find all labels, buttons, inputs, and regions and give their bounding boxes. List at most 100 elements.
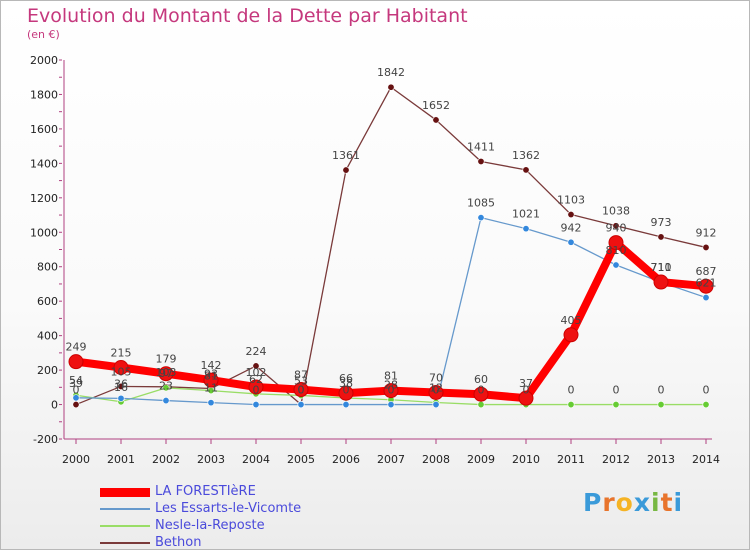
data-label: 0 bbox=[478, 384, 485, 397]
x-tick-label: 2005 bbox=[287, 453, 315, 466]
data-label: 105 bbox=[111, 365, 132, 378]
data-point bbox=[432, 401, 440, 409]
data-point bbox=[612, 261, 620, 269]
data-point bbox=[567, 211, 575, 219]
data-point bbox=[432, 116, 440, 124]
data-point bbox=[567, 238, 575, 246]
chart-subtitle: (en €) bbox=[27, 28, 60, 41]
y-tick-label: 1400 bbox=[30, 157, 58, 170]
data-label: 38 bbox=[339, 377, 353, 390]
data-point bbox=[117, 394, 125, 402]
data-point bbox=[698, 278, 714, 294]
data-label: 810 bbox=[606, 244, 627, 257]
legend-swatch bbox=[100, 507, 150, 510]
data-label: 93 bbox=[204, 368, 218, 381]
data-point bbox=[477, 157, 485, 165]
data-point bbox=[113, 360, 129, 376]
data-label: 711 bbox=[651, 261, 672, 274]
legend-label: LA FORESTIèRE bbox=[155, 484, 256, 499]
data-label: 60 bbox=[474, 373, 488, 386]
chart-title: Evolution du Montant de la Dette par Hab… bbox=[27, 5, 468, 27]
data-point bbox=[72, 401, 80, 409]
data-label: 54 bbox=[69, 374, 83, 387]
x-tick-label: 2013 bbox=[647, 453, 675, 466]
y-tick-label: 600 bbox=[37, 295, 58, 308]
data-point bbox=[477, 401, 485, 409]
legend-label: Nesle-la-Reposte bbox=[155, 518, 265, 533]
data-label: 0 bbox=[388, 384, 395, 397]
data-label: 215 bbox=[111, 347, 132, 360]
data-point bbox=[387, 83, 395, 91]
logo-letter: i bbox=[651, 488, 661, 517]
data-point bbox=[477, 214, 485, 222]
data-point bbox=[612, 401, 620, 409]
data-label: 23 bbox=[159, 380, 173, 393]
y-tick-label: 2000 bbox=[30, 54, 58, 67]
data-label: 62 bbox=[249, 373, 263, 386]
logo-letter: o bbox=[615, 488, 634, 517]
x-tick-label: 2014 bbox=[692, 453, 720, 466]
data-label: 0 bbox=[73, 384, 80, 397]
x-tick-label: 2003 bbox=[197, 453, 225, 466]
legend-label: Bethon bbox=[155, 535, 202, 550]
data-label: 70 bbox=[429, 371, 443, 384]
data-label: 1362 bbox=[512, 149, 540, 162]
data-label: 142 bbox=[201, 359, 222, 372]
data-label: 942 bbox=[561, 221, 582, 234]
data-point bbox=[608, 235, 624, 251]
data-label: 687 bbox=[696, 265, 717, 278]
x-tick-label: 2008 bbox=[422, 453, 450, 466]
data-label: 621 bbox=[696, 277, 717, 290]
x-tick-label: 2007 bbox=[377, 453, 405, 466]
logo-letter: t bbox=[660, 488, 674, 517]
x-tick-label: 2001 bbox=[107, 453, 135, 466]
x-tick-label: 2002 bbox=[152, 453, 180, 466]
legend-swatch bbox=[100, 524, 150, 527]
logo-letter: i bbox=[673, 488, 684, 517]
data-label: 0 bbox=[253, 384, 260, 397]
data-point bbox=[158, 366, 174, 382]
data-label: 66 bbox=[339, 372, 353, 385]
data-point bbox=[72, 394, 80, 402]
logo-letter: P bbox=[583, 488, 603, 517]
data-point bbox=[252, 401, 260, 409]
data-label: 12 bbox=[429, 381, 443, 394]
data-label: 16 bbox=[114, 381, 128, 394]
x-tick-label: 2009 bbox=[467, 453, 495, 466]
y-tick-label: 1200 bbox=[30, 192, 58, 205]
data-label: 1085 bbox=[467, 197, 495, 210]
data-label: 912 bbox=[696, 226, 717, 239]
x-tick-label: 2004 bbox=[242, 453, 270, 466]
data-label: 0 bbox=[523, 384, 530, 397]
x-tick-label: 2000 bbox=[62, 453, 90, 466]
data-label: 0 bbox=[298, 384, 305, 397]
data-point bbox=[162, 397, 170, 405]
data-label: 0 bbox=[343, 384, 350, 397]
y-tick-label: 800 bbox=[37, 261, 58, 274]
data-label: 102 bbox=[246, 366, 267, 379]
data-label: 0 bbox=[298, 384, 305, 397]
data-point bbox=[473, 386, 489, 402]
data-label: 1361 bbox=[332, 149, 360, 162]
logo-letter: r bbox=[602, 488, 616, 517]
data-point bbox=[383, 383, 399, 399]
y-tick-label: 1600 bbox=[30, 123, 58, 136]
data-point bbox=[293, 382, 309, 398]
data-point bbox=[68, 354, 84, 370]
legend-swatch bbox=[100, 541, 150, 544]
data-label: 405 bbox=[561, 314, 582, 327]
x-tick-label: 2011 bbox=[557, 453, 585, 466]
data-point bbox=[702, 401, 710, 409]
data-label: 0 bbox=[658, 384, 665, 397]
data-label: 1842 bbox=[377, 66, 405, 79]
data-label: 710 bbox=[651, 261, 672, 274]
data-label: 249 bbox=[66, 341, 87, 354]
data-point bbox=[702, 243, 710, 251]
data-point bbox=[203, 372, 219, 388]
legend-label: Les Essarts-le-Vicomte bbox=[155, 501, 302, 516]
x-tick-label: 2012 bbox=[602, 453, 630, 466]
y-tick-label: 1000 bbox=[30, 226, 58, 239]
proxiti-logo: Proxiti bbox=[583, 488, 683, 517]
